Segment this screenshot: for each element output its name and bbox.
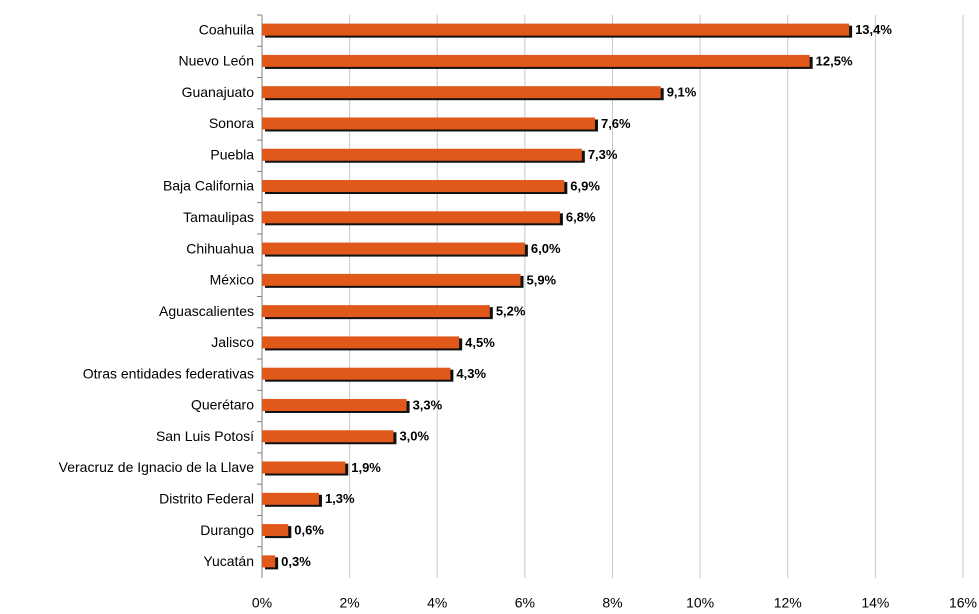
value-label: 6,9%: [570, 178, 600, 193]
value-label: 4,3%: [456, 366, 486, 381]
value-label: 6,8%: [566, 210, 596, 225]
bar: [262, 398, 407, 411]
value-label: 1,9%: [351, 460, 381, 475]
y-tick-label: México: [210, 272, 255, 288]
value-label: 12,5%: [816, 53, 853, 68]
x-tick-label: 6%: [515, 595, 535, 611]
y-tick-label: Distrito Federal: [159, 491, 254, 507]
value-label: 6,0%: [531, 241, 561, 256]
bar: [262, 430, 394, 443]
bar: [262, 23, 850, 36]
y-tick-label: Durango: [200, 522, 254, 538]
y-tick-label: Chihuahua: [186, 240, 254, 256]
x-tick-label: 12%: [774, 595, 802, 611]
bar: [262, 336, 460, 349]
y-tick-label: Coahuila: [199, 21, 254, 37]
bar: [262, 117, 595, 130]
y-tick-label: Otras entidades federativas: [83, 365, 254, 381]
bar: [262, 54, 810, 67]
y-tick-label: San Luis Potosí: [156, 428, 254, 444]
value-label: 3,0%: [399, 429, 429, 444]
x-tick-label: 14%: [861, 595, 889, 611]
y-tick-label: Puebla: [210, 146, 254, 162]
x-tick-label: 2%: [340, 595, 360, 611]
y-tick-label: Yucatán: [203, 553, 254, 569]
bar: [262, 492, 319, 505]
y-tick-label: Aguascalientes: [159, 303, 254, 319]
bar: [262, 555, 276, 568]
bar: [262, 86, 661, 99]
bar: [262, 148, 582, 161]
bar: [262, 524, 289, 537]
value-label: 13,4%: [855, 22, 892, 37]
bar: [262, 461, 346, 474]
value-label: 7,6%: [601, 116, 631, 131]
x-tick-label: 0%: [252, 595, 272, 611]
y-tick-label: Sonora: [209, 115, 254, 131]
bar: [262, 305, 490, 318]
value-label: 7,3%: [588, 147, 618, 162]
bar: [262, 180, 565, 193]
y-tick-label: Baja California: [163, 178, 254, 194]
x-tick-label: 16%: [949, 595, 977, 611]
bar: [262, 242, 525, 255]
y-tick-label: Jalisco: [211, 334, 254, 350]
value-label: 9,1%: [667, 85, 697, 100]
bar: [262, 367, 451, 380]
value-label: 0,6%: [294, 523, 324, 538]
bar: [262, 211, 560, 224]
value-label: 5,9%: [526, 272, 556, 287]
y-tick-label: Guanajuato: [182, 84, 255, 100]
value-label: 3,3%: [413, 397, 443, 412]
y-tick-label: Tamaulipas: [183, 209, 254, 225]
y-tick-label: Querétaro: [191, 397, 254, 413]
y-tick-label: Veracruz de Ignacio de la Llave: [59, 459, 255, 475]
value-label: 1,3%: [325, 491, 355, 506]
x-tick-label: 8%: [602, 595, 622, 611]
value-label: 4,5%: [465, 335, 495, 350]
x-tick-label: 10%: [686, 595, 714, 611]
x-tick-label: 4%: [427, 595, 447, 611]
value-label: 5,2%: [496, 304, 526, 319]
value-label: 0,3%: [281, 554, 311, 569]
bar: [262, 273, 521, 286]
y-tick-label: Nuevo León: [178, 53, 254, 69]
